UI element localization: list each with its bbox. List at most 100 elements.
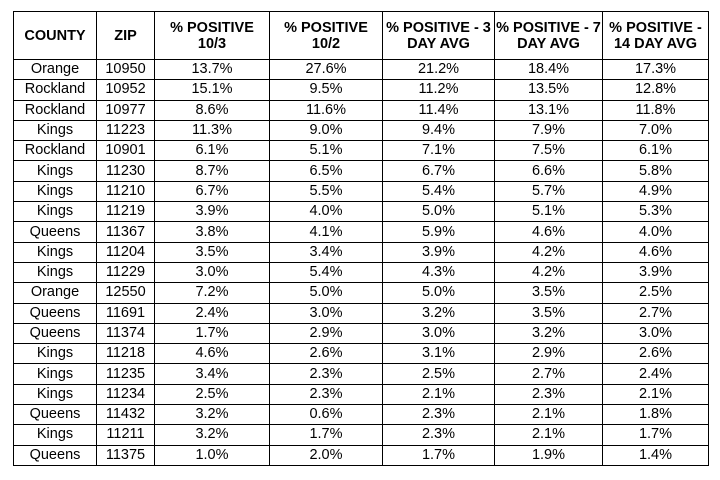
cell-positive-7-day-avg: 3.5%: [494, 282, 603, 304]
cell-positive-14-day-avg: 2.7%: [602, 302, 709, 324]
cell-zip: 12550: [96, 282, 155, 304]
cell-zip: 11218: [96, 343, 155, 365]
cell-zip: 11219: [96, 201, 155, 223]
cell-positive-3-day-avg: 3.1%: [382, 343, 495, 365]
table-row: Kings 11204 3.5% 3.4% 3.9% 4.2% 4.6%: [13, 241, 709, 263]
cell-positive-7-day-avg: 4.2%: [494, 261, 603, 284]
cell-positive-10-3: 1.0%: [154, 444, 270, 466]
cell-positive-10-3: 3.2%: [154, 424, 270, 446]
cell-positive-3-day-avg: 1.7%: [382, 444, 495, 466]
cell-positive-14-day-avg: 5.8%: [602, 160, 709, 182]
cell-positive-10-3: 3.4%: [154, 363, 270, 385]
table-row: Kings 11230 8.7% 6.5% 6.7% 6.6% 5.8%: [13, 160, 709, 182]
cell-county: Orange: [13, 282, 97, 304]
cell-county: Rockland: [13, 99, 97, 121]
cell-positive-10-3: 7.2%: [154, 282, 270, 304]
cell-positive-14-day-avg: 1.4%: [602, 444, 709, 466]
cell-positive-3-day-avg: 2.3%: [382, 424, 495, 446]
cell-positive-14-day-avg: 1.8%: [602, 404, 709, 426]
cell-zip: 11223: [96, 119, 155, 142]
cell-positive-14-day-avg: 2.4%: [602, 363, 709, 385]
cell-county: Queens: [13, 221, 97, 243]
cell-positive-10-3: 3.9%: [154, 201, 270, 223]
cell-zip: 11375: [96, 444, 155, 466]
cell-positive-7-day-avg: 1.9%: [494, 444, 603, 466]
cell-positive-14-day-avg: 2.5%: [602, 282, 709, 304]
cell-county: Kings: [13, 363, 97, 385]
cell-positive-10-3: 2.4%: [154, 302, 270, 324]
table-row: Kings 11219 3.9% 4.0% 5.0% 5.1% 5.3%: [13, 201, 709, 223]
cell-positive-14-day-avg: 3.9%: [602, 261, 709, 284]
cell-positive-10-2: 27.6%: [269, 58, 383, 81]
cell-positive-14-day-avg: 11.8%: [602, 99, 709, 121]
cell-positive-10-2: 2.3%: [269, 363, 383, 385]
cell-positive-10-3: 3.5%: [154, 241, 270, 263]
cell-positive-3-day-avg: 5.0%: [382, 201, 495, 223]
table-row: Kings 11218 4.6% 2.6% 3.1% 2.9% 2.6%: [13, 343, 709, 365]
header-county: COUNTY: [13, 11, 97, 60]
cell-positive-7-day-avg: 5.7%: [494, 180, 603, 203]
cell-positive-10-3: 3.8%: [154, 221, 270, 243]
cell-zip: 11367: [96, 221, 155, 243]
table-row: Kings 11210 6.7% 5.5% 5.4% 5.7% 4.9%: [13, 180, 709, 203]
cell-positive-7-day-avg: 3.2%: [494, 322, 603, 345]
cell-zip: 11211: [96, 424, 155, 446]
cell-positive-3-day-avg: 4.3%: [382, 261, 495, 284]
header-positive-10-2: % POSITIVE 10/2: [269, 11, 383, 60]
cell-zip: 11204: [96, 241, 155, 263]
positivity-table: COUNTY ZIP % POSITIVE 10/3 % POSITIVE 10…: [13, 11, 709, 466]
cell-positive-7-day-avg: 4.6%: [494, 221, 603, 243]
header-zip: ZIP: [96, 11, 155, 60]
cell-county: Kings: [13, 180, 97, 203]
cell-positive-3-day-avg: 5.0%: [382, 282, 495, 304]
cell-positive-7-day-avg: 7.5%: [494, 140, 603, 162]
cell-positive-14-day-avg: 7.0%: [602, 119, 709, 142]
cell-positive-10-3: 8.7%: [154, 160, 270, 182]
cell-positive-7-day-avg: 2.3%: [494, 383, 603, 406]
cell-positive-10-3: 1.7%: [154, 322, 270, 345]
cell-positive-10-3: 2.5%: [154, 383, 270, 406]
cell-positive-10-3: 15.1%: [154, 79, 270, 101]
cell-zip: 11234: [96, 383, 155, 406]
cell-positive-7-day-avg: 18.4%: [494, 58, 603, 81]
cell-positive-3-day-avg: 11.2%: [382, 79, 495, 101]
cell-county: Kings: [13, 424, 97, 446]
cell-positive-3-day-avg: 2.3%: [382, 404, 495, 426]
cell-positive-10-3: 6.1%: [154, 140, 270, 162]
cell-positive-7-day-avg: 2.1%: [494, 404, 603, 426]
cell-positive-7-day-avg: 3.5%: [494, 302, 603, 324]
cell-positive-7-day-avg: 6.6%: [494, 160, 603, 182]
cell-positive-14-day-avg: 4.6%: [602, 241, 709, 263]
cell-positive-10-2: 9.5%: [269, 79, 383, 101]
table-row: Kings 11223 11.3% 9.0% 9.4% 7.9% 7.0%: [13, 119, 709, 142]
table-row: Queens 11367 3.8% 4.1% 5.9% 4.6% 4.0%: [13, 221, 709, 243]
cell-positive-3-day-avg: 3.9%: [382, 241, 495, 263]
cell-positive-10-2: 1.7%: [269, 424, 383, 446]
cell-county: Queens: [13, 404, 97, 426]
cell-positive-3-day-avg: 3.2%: [382, 302, 495, 324]
cell-positive-10-2: 5.0%: [269, 282, 383, 304]
table-row: Orange 10950 13.7% 27.6% 21.2% 18.4% 17.3%: [13, 58, 709, 81]
cell-zip: 10950: [96, 58, 155, 81]
cell-positive-14-day-avg: 17.3%: [602, 58, 709, 81]
cell-positive-10-2: 3.4%: [269, 241, 383, 263]
cell-positive-10-2: 2.3%: [269, 383, 383, 406]
cell-positive-14-day-avg: 5.3%: [602, 201, 709, 223]
cell-positive-7-day-avg: 2.9%: [494, 343, 603, 365]
cell-positive-3-day-avg: 5.9%: [382, 221, 495, 243]
table-row: Kings 11235 3.4% 2.3% 2.5% 2.7% 2.4%: [13, 363, 709, 385]
cell-positive-3-day-avg: 3.0%: [382, 322, 495, 345]
cell-county: Kings: [13, 160, 97, 182]
cell-positive-7-day-avg: 2.1%: [494, 424, 603, 446]
cell-positive-7-day-avg: 5.1%: [494, 201, 603, 223]
cell-positive-3-day-avg: 6.7%: [382, 160, 495, 182]
cell-positive-10-3: 3.2%: [154, 404, 270, 426]
cell-positive-10-2: 5.5%: [269, 180, 383, 203]
cell-zip: 10952: [96, 79, 155, 101]
cell-county: Kings: [13, 241, 97, 263]
cell-zip: 11235: [96, 363, 155, 385]
table-body: Orange 10950 13.7% 27.6% 21.2% 18.4% 17.3% Rock…: [13, 58, 709, 466]
cell-positive-10-3: 8.6%: [154, 99, 270, 121]
cell-zip: 11374: [96, 322, 155, 345]
cell-positive-3-day-avg: 11.4%: [382, 99, 495, 121]
